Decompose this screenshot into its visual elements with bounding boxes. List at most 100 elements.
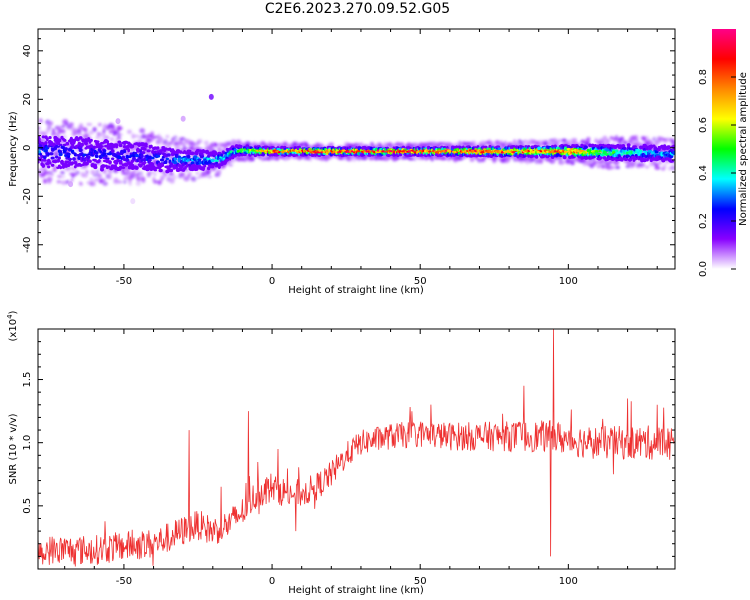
spectrogram-cell [100,145,104,148]
snr-frame [37,328,676,570]
spectrogram-cell [118,143,123,148]
spectrogram-cell [469,158,475,162]
spectrogram-cell [225,158,230,162]
spectrogram-cell [489,153,494,159]
spectrogram-cell [125,154,130,159]
spectrogram-cell [203,140,209,145]
spectrogram-cell [142,161,147,165]
spectrogram-cell [41,163,46,168]
x-tick-label: 100 [559,576,578,587]
spectrogram-cell [412,157,417,161]
spectrogram-cell [164,144,169,149]
spectrogram-cell [59,174,66,179]
spectrogram-cell [111,157,115,161]
spectrogram-cell [60,170,65,175]
spectrogram-cell [153,168,158,172]
spectrogram-cell [46,176,53,182]
spectrogram-cell [127,178,132,184]
spectrogram-cell [97,159,101,163]
spectrogram-cell [62,138,67,142]
spectrogram-cell [273,142,278,146]
spectrogram-cell [58,143,63,147]
spectrogram-cell [57,138,62,143]
spectrogram-cell [634,134,639,140]
spectrogram-cell [151,149,155,154]
spectrogram-cell [149,144,153,149]
spectrogram-cell [179,172,186,177]
spectrogram-cell [620,158,624,162]
x-tick-label: 100 [559,276,578,287]
spectrogram-cell [516,154,520,159]
spectrogram-cell [408,157,414,161]
spectrogram-cell [123,149,127,154]
colorbar-tick-label: 0.0 [698,261,709,277]
spectrogram-cell [170,172,175,177]
spectrogram-cell [626,143,631,147]
chart-title: C2E6.2023.270.09.52.G05 [264,1,451,17]
spectrogram-cell [602,135,608,141]
spectrogram-cell [51,128,56,133]
spectrogram-cell [58,152,63,157]
spectrogram-cell [132,156,136,160]
spectrogram-cell [107,173,113,180]
spectrogram-cell [612,156,616,161]
spectrogram-cell [200,152,204,156]
spectrogram-cell [445,146,449,150]
spectrogram-cell [166,153,171,157]
spectrogram-cell [537,146,542,151]
spectrogram-cell [61,124,65,129]
spectrogram-cell [141,151,146,155]
spectrogram-cell [71,143,75,147]
spectrogram-cell [117,126,124,130]
spectrogram-cell [217,147,221,151]
spectrogram-cell [139,149,143,154]
spectrogram-cell [570,161,575,166]
spectrogram-cell [113,177,119,183]
spectrogram-outlier [208,93,214,100]
spectrogram-cell [623,157,629,162]
spectrogram-cell [251,157,255,162]
y-tick-label: 1.0 [22,435,33,451]
spectrogram-cell [613,160,620,166]
spectrogram-cell [359,142,364,147]
spectrogram-cell [369,146,373,151]
spectrogram-cell [179,137,186,141]
spectrogram-cell [92,126,97,133]
spectrogram-cell [643,135,650,142]
spectrogram-cell [174,166,179,170]
spectrogram-cell [430,156,434,162]
spectrogram-cell [640,162,646,168]
spectrogram-cell [457,140,462,146]
spectrogram-cell [110,149,115,153]
spectrogram-cell [169,162,174,166]
spectrogram-cell [201,166,205,172]
spectrogram-cell [672,150,675,155]
spectrogram-cell [159,164,165,167]
spectrogram-cell [96,131,101,137]
spectrogram-cell [47,170,54,175]
spectrogram-cell [671,139,675,145]
spectrogram-cell [197,138,203,144]
spectrogram-cell [480,140,486,144]
spectrogram-cell [140,154,144,159]
spectrogram-cell [131,169,136,174]
spectrogram-cell [195,171,200,175]
x-tick-label: -50 [116,576,132,587]
spectrogram-cell [48,161,52,165]
spectrogram-cell [38,137,41,141]
spectrogram-cell [78,148,83,153]
spectrogram-cell [134,134,140,138]
spectrogram-cell [462,141,468,147]
spectrogram-cell [193,157,197,162]
spectrogram-cell [88,130,94,135]
spectrogram-cell [56,180,62,184]
spectrogram-cell [329,142,335,147]
snr-x-axis: -50 0 50 100 [64,329,658,587]
spectrogram-cell [89,138,93,142]
spectrogram-cell [229,150,233,154]
spectrogram-cell [55,145,61,148]
spectrogram-cell [180,175,185,179]
snr-ylabel: SNR (10 * v/v) [8,413,19,484]
spectrogram-cell [50,132,56,137]
